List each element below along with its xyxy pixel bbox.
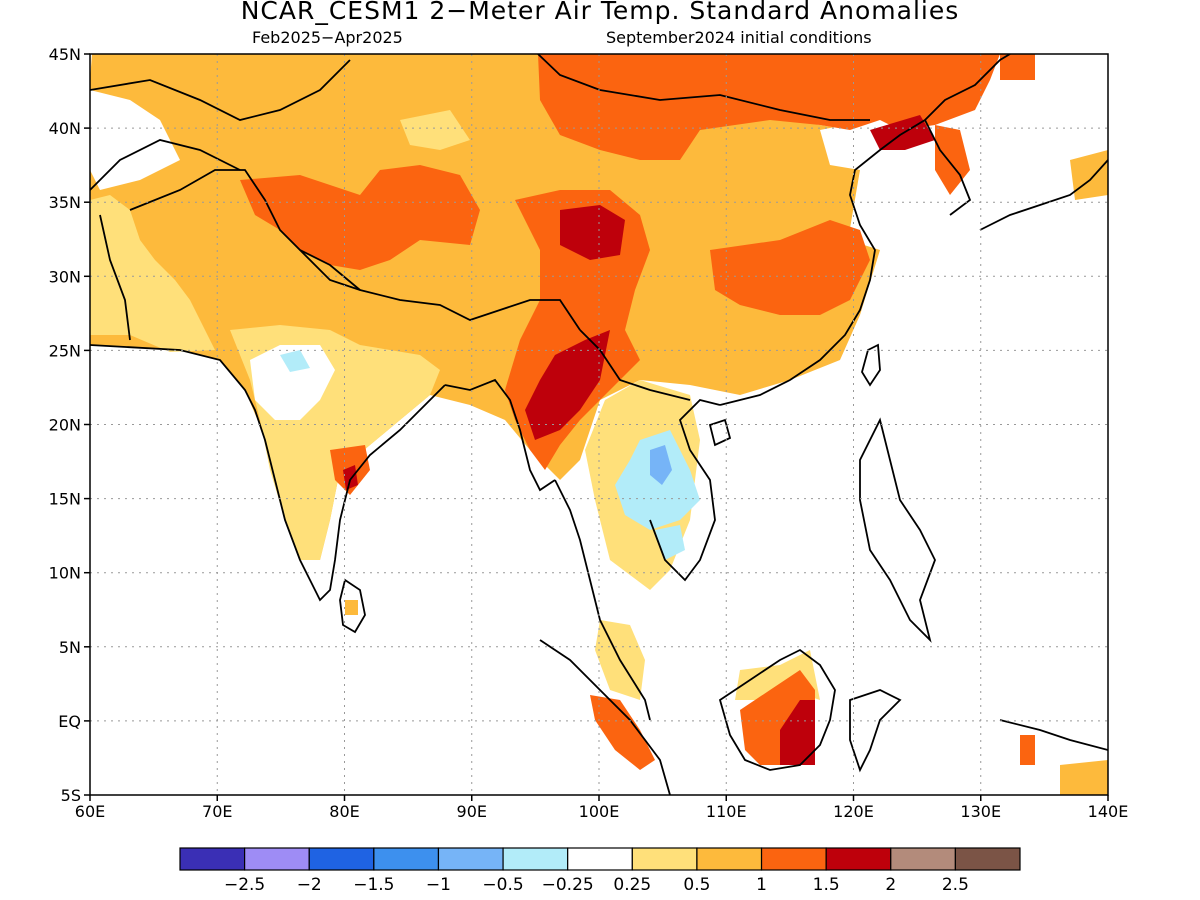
lat-tick-label: 20N bbox=[49, 416, 81, 435]
coastline-vietnam bbox=[649, 399, 721, 582]
lat-tick-label: 15N bbox=[49, 490, 81, 509]
colorbar-label: −0.5 bbox=[482, 875, 523, 895]
coastline-new-guinea bbox=[999, 719, 1108, 751]
colorbar-label: 1 bbox=[756, 875, 767, 895]
colorbar-swatch bbox=[890, 847, 956, 871]
lat-tick-label: 5S bbox=[61, 786, 81, 805]
map-title: NCAR_CESM1 2−Meter Air Temp. Standard An… bbox=[240, 0, 960, 25]
lon-tick-label: 80E bbox=[329, 802, 359, 821]
colorbar-swatch bbox=[437, 847, 504, 871]
colorbar-label: −0.25 bbox=[542, 875, 594, 895]
anomaly-region-near-zero bbox=[90, 90, 180, 190]
lat-tick-label: EQ bbox=[58, 712, 81, 731]
coastline-layer bbox=[90, 54, 1108, 795]
lon-tick-label: 60E bbox=[75, 802, 105, 821]
coastline-hainan bbox=[708, 418, 732, 447]
anomaly-region-1p5-2 bbox=[343, 465, 358, 490]
colorbar-swatch bbox=[567, 847, 633, 871]
colorbar-label: 0.5 bbox=[683, 875, 710, 895]
anomaly-region-1p5-2 bbox=[560, 205, 625, 260]
border-iran bbox=[99, 214, 131, 341]
lon-tick-label: 110E bbox=[706, 802, 747, 821]
lon-tick-label: 140E bbox=[1088, 802, 1129, 821]
lat-tick-label: 45N bbox=[49, 45, 81, 64]
anomaly-region-0p25-0p5 bbox=[400, 110, 470, 150]
coastline-sulawesi bbox=[849, 689, 902, 773]
coastline-borneo bbox=[718, 648, 836, 771]
coastline-korea-manchuria bbox=[924, 54, 1011, 121]
colorbar-swatch bbox=[825, 847, 892, 871]
colorbar-swatch bbox=[373, 847, 440, 871]
lat-tick-label: 25N bbox=[49, 341, 81, 360]
border-mongolia bbox=[537, 54, 870, 121]
lat-tick-label: 35N bbox=[49, 193, 81, 212]
colorbar-swatch bbox=[244, 847, 310, 871]
anomaly-region-0p5-1 bbox=[1060, 760, 1108, 795]
lat-tick-label: 40N bbox=[49, 119, 81, 138]
coastline-sri-lanka bbox=[339, 578, 366, 634]
colorbar-label: 2 bbox=[885, 875, 896, 895]
colorbar-swatch bbox=[179, 847, 246, 871]
coastline-bay-myanmar bbox=[444, 378, 556, 492]
lon-tick-label: 130E bbox=[960, 802, 1001, 821]
colorbar-label: 2.5 bbox=[942, 875, 969, 895]
colorbar: −2.5 −2 −1.5 −1 −0.5 −0.25 0.25 0.5 1 1.5 2 2.5 bbox=[179, 847, 1021, 895]
coastline-japan bbox=[979, 159, 1108, 231]
lat-tick-label: 30N bbox=[49, 267, 81, 286]
colorbar-swatch bbox=[696, 847, 763, 871]
colorbar-label: −2 bbox=[297, 875, 322, 895]
lon-tick-label: 90E bbox=[457, 802, 487, 821]
anomaly-region-1-1p5 bbox=[240, 165, 480, 270]
anomaly-region-1-1p5 bbox=[710, 220, 870, 315]
coastline-india bbox=[90, 344, 446, 602]
coastline-china bbox=[719, 118, 972, 406]
colorbar-swatch bbox=[308, 847, 375, 871]
anomaly-region-minus-0p25 bbox=[280, 350, 310, 372]
anomaly-region-near-zero bbox=[250, 345, 335, 420]
initial-conditions: September2024 initial conditions bbox=[606, 28, 872, 47]
anomaly-region-0p5-1 bbox=[1070, 150, 1108, 200]
lat-tick-label: 10N bbox=[49, 564, 81, 583]
axis-ticks: 60E 70E 80E 90E 100E 110E 120E 130E 140E 5S EQ 5N 10… bbox=[49, 45, 1129, 821]
colorbar-label: −1.5 bbox=[353, 875, 394, 895]
anomaly-region-1p5-2 bbox=[780, 700, 815, 765]
lon-tick-label: 120E bbox=[833, 802, 874, 821]
coastline-indochina bbox=[554, 479, 651, 721]
colorbar-label: −1 bbox=[426, 875, 451, 895]
colorbar-swatch bbox=[954, 847, 1021, 871]
anomaly-region-1-1p5 bbox=[590, 695, 655, 770]
lon-tick-label: 100E bbox=[579, 802, 620, 821]
anomaly-region-minus-0p5 bbox=[650, 445, 672, 485]
anomaly-region-1p5-2 bbox=[525, 330, 610, 440]
colorbar-label: −2.5 bbox=[224, 875, 265, 895]
lat-tick-label: 5N bbox=[59, 638, 81, 657]
coastline-sumatra-malay bbox=[539, 639, 671, 795]
lon-tick-label: 70E bbox=[202, 802, 232, 821]
coastline-taiwan bbox=[861, 343, 881, 387]
border-central-asia bbox=[90, 59, 351, 121]
colorbar-swatch bbox=[631, 847, 698, 871]
gridlines bbox=[90, 54, 1108, 795]
colorbar-label: 1.5 bbox=[813, 875, 840, 895]
border-southeast-asia bbox=[579, 329, 691, 401]
anomaly-region-1-1p5 bbox=[1000, 54, 1035, 80]
coastline-philippines bbox=[859, 417, 936, 643]
forecast-period: Feb2025−Apr2025 bbox=[252, 28, 403, 47]
border-pakistan bbox=[129, 169, 361, 291]
anomaly-region-1-1p5 bbox=[1020, 735, 1035, 765]
colorbar-label: 0.25 bbox=[613, 875, 651, 895]
colorbar-swatch bbox=[760, 847, 827, 871]
colorbar-swatch bbox=[502, 847, 569, 871]
anomaly-region-0p25-0p5 bbox=[90, 195, 215, 352]
anomaly-region-0p5-1 bbox=[345, 600, 358, 615]
anomaly-fill-layer bbox=[90, 54, 1108, 795]
border-afghanistan bbox=[90, 139, 241, 191]
